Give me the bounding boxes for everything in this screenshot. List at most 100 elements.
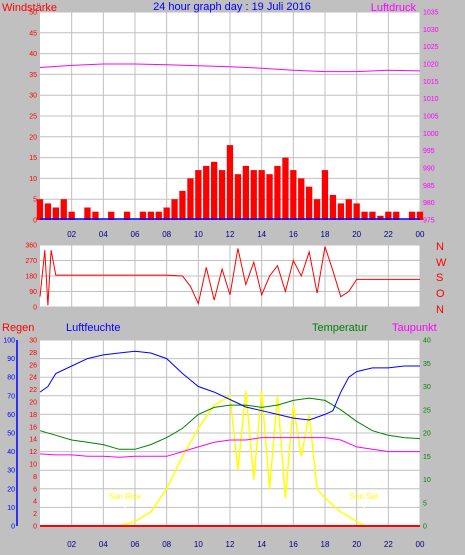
y-tick-label: 40 — [7, 449, 15, 456]
wind-bar — [377, 215, 384, 220]
wind-bar — [84, 207, 91, 220]
y-tick-label: 10 — [29, 176, 37, 183]
x-tick-label: 04 — [99, 540, 108, 549]
wind-axis-label: Windstärke — [2, 2, 57, 14]
y-tick-label: 995 — [423, 148, 435, 155]
compass-label: W — [436, 257, 447, 269]
wind-bar — [92, 211, 99, 220]
x-tick-label: 14 — [257, 230, 266, 239]
wind-bar — [179, 190, 186, 220]
wind-bar — [313, 199, 321, 220]
wind-bar — [306, 186, 313, 220]
wind-bar — [282, 157, 289, 220]
y-tick-label: 90 — [29, 289, 37, 296]
y-tick-label: 1010 — [423, 96, 439, 103]
humidity-axis-label: Luftfeuchte — [66, 322, 120, 334]
y-tick-label: 28 — [29, 350, 37, 357]
chart-title: 24 hour graph day : 19 Juli 2016 — [153, 1, 311, 13]
y-tick-label: 35 — [423, 361, 431, 368]
y-tick-label: 80 — [7, 375, 15, 382]
y-tick-label: 1025 — [423, 44, 439, 51]
tick-labels: 0510152025303540455097598098599099510001… — [3, 10, 438, 550]
wind-bar — [353, 203, 360, 220]
x-tick-label: 22 — [384, 230, 393, 239]
wind-bar — [250, 170, 257, 220]
y-tick-label: 10 — [423, 477, 431, 484]
y-tick-label: 990 — [423, 166, 435, 173]
dewpoint-axis-label: Taupunkt — [392, 322, 437, 334]
wind-bar — [345, 199, 352, 220]
y-tick-label: 24 — [29, 375, 37, 382]
y-tick-label: 30 — [7, 468, 15, 475]
x-tick-label: 00 — [416, 540, 425, 549]
y-tick-label: 20 — [29, 134, 37, 141]
wind-bar — [369, 211, 376, 220]
wind-bar — [60, 199, 67, 220]
x-tick-label: 12 — [226, 230, 235, 239]
wind-bar — [163, 207, 170, 220]
y-tick-label: 40 — [29, 51, 37, 58]
compass-label: S — [436, 272, 443, 284]
y-tick-label: 8 — [33, 474, 37, 481]
wind-bar — [242, 165, 249, 220]
wind-bar — [108, 211, 115, 220]
y-tick-label: 985 — [423, 183, 435, 190]
pressure-axis-label: Luftdruck — [371, 2, 417, 14]
x-tick-label: 06 — [131, 230, 140, 239]
wind-bar — [329, 195, 337, 220]
x-tick-label: 10 — [194, 540, 203, 549]
y-tick-label: 1020 — [423, 62, 439, 69]
y-tick-label: 26 — [29, 362, 37, 369]
x-tick-label: 12 — [226, 540, 235, 549]
wind-bar — [171, 199, 178, 220]
y-tick-label: 15 — [423, 454, 431, 461]
temperature-line — [39, 397, 421, 450]
y-tick-label: 1005 — [423, 114, 439, 121]
y-tick-label: 0 — [33, 524, 37, 531]
wind-bar — [211, 161, 218, 220]
x-tick-label: 18 — [321, 540, 330, 549]
compass-label: O — [436, 288, 445, 300]
wind-bar — [44, 203, 52, 220]
compass-label: N — [436, 241, 444, 253]
solar-line — [118, 391, 373, 527]
x-tick-label: 08 — [162, 230, 171, 239]
wind-bar — [36, 199, 44, 220]
y-tick-label: 975 — [423, 218, 435, 225]
compass-label: N — [436, 304, 444, 316]
y-tick-label: 10 — [29, 462, 37, 469]
wind-bar — [416, 211, 424, 220]
x-tick-label: 20 — [352, 230, 361, 239]
wind-bar — [321, 170, 329, 220]
y-tick-label: 16 — [29, 424, 37, 431]
y-tick-label: 270 — [25, 258, 37, 265]
wind-bar — [274, 165, 281, 220]
y-tick-label: 35 — [29, 72, 37, 79]
wind-bar — [226, 145, 234, 220]
y-tick-label: 30 — [423, 384, 431, 391]
x-tick-label: 04 — [99, 230, 108, 239]
wind-bar — [408, 211, 416, 220]
y-tick-label: 12 — [29, 449, 37, 456]
x-tick-label: 16 — [289, 230, 298, 239]
wind-bar — [139, 211, 147, 220]
wind-bar — [290, 170, 297, 220]
y-tick-label: 50 — [29, 10, 37, 17]
y-tick-label: 30 — [29, 93, 37, 100]
y-tick-label: 30 — [29, 338, 37, 345]
y-tick-label: 20 — [7, 486, 15, 493]
chart-marks — [16, 63, 424, 527]
y-tick-label: 18 — [29, 412, 37, 419]
y-tick-label: 0 — [11, 524, 15, 531]
wind-bar — [337, 203, 344, 220]
y-tick-label: 980 — [423, 200, 435, 207]
wind-bar — [298, 178, 305, 220]
y-tick-label: 1000 — [423, 131, 439, 138]
x-tick-label: 02 — [67, 540, 76, 549]
y-tick-label: 14 — [29, 437, 37, 444]
y-tick-label: 25 — [423, 407, 431, 414]
y-tick-label: 50 — [7, 431, 15, 438]
y-tick-label: 15 — [29, 155, 37, 162]
x-tick-label: 20 — [352, 540, 361, 549]
